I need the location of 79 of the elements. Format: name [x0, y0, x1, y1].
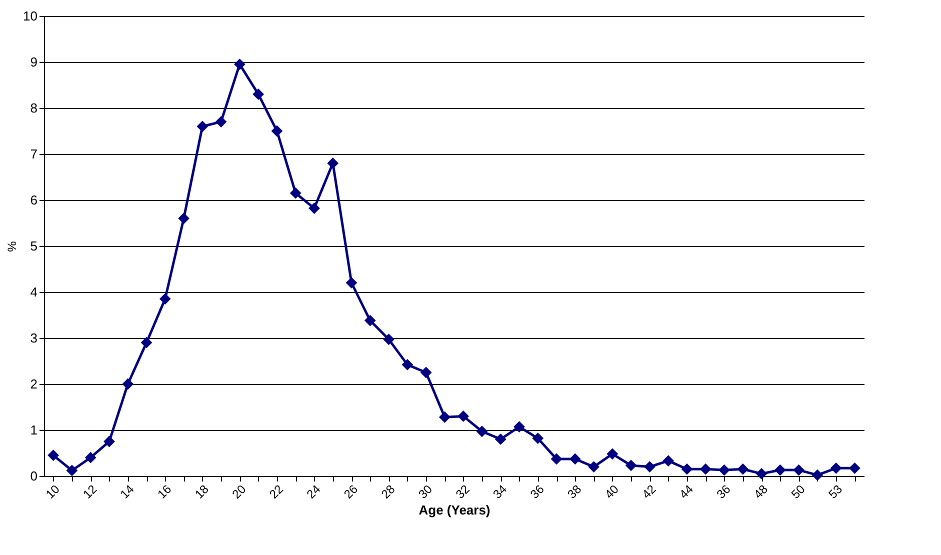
y-tick-label: 9 — [30, 54, 38, 70]
point — [402, 358, 414, 370]
point — [718, 464, 730, 476]
x-tick-label: 24 — [304, 482, 324, 502]
point — [308, 202, 320, 214]
x-tick-label: 40 — [602, 482, 622, 502]
x-axis-title: Age (Years) — [418, 502, 490, 518]
x-tick-label: 42 — [639, 482, 659, 502]
x-tick-label: 36 — [528, 482, 548, 502]
y-tick-label: 5 — [30, 238, 38, 254]
x-tick-label: 48 — [751, 482, 771, 502]
y-tick-label: 1 — [30, 422, 38, 438]
y-tick-label: 10 — [23, 8, 38, 24]
point — [458, 410, 470, 422]
point — [532, 432, 544, 444]
point — [756, 468, 768, 480]
point — [476, 426, 488, 438]
y-tick-label: 4 — [30, 284, 38, 300]
point — [364, 314, 376, 326]
point — [84, 452, 96, 464]
x-tick-label: 16 — [154, 482, 174, 502]
point — [252, 88, 264, 100]
point — [514, 421, 525, 432]
point — [122, 378, 134, 390]
point — [66, 464, 78, 476]
x-tick-label: 18 — [192, 482, 212, 502]
x-tick-label: 26 — [341, 482, 361, 502]
y-tick-label: 2 — [30, 376, 38, 392]
x-tick-label: 14 — [118, 482, 138, 502]
point — [644, 461, 656, 472]
x-tick-label: 28 — [378, 482, 398, 502]
point — [588, 461, 600, 472]
point — [737, 463, 749, 475]
point — [271, 125, 283, 137]
x-tick-label: 20 — [229, 482, 249, 502]
point — [793, 464, 804, 476]
x-tick-label: 32 — [452, 482, 473, 502]
point — [662, 455, 674, 467]
point — [140, 336, 152, 348]
point — [383, 334, 394, 346]
point — [625, 460, 637, 472]
point — [681, 463, 693, 475]
x-tick-label: 50 — [788, 482, 808, 502]
x-tick-label: 53 — [826, 482, 846, 502]
x-tick-label: 12 — [80, 482, 100, 502]
point — [420, 366, 432, 378]
point — [234, 58, 246, 70]
x-tick-label: 36 — [714, 482, 734, 502]
point — [569, 453, 581, 465]
y-tick-label: 0 — [30, 468, 38, 484]
x-tick-label: 38 — [564, 482, 584, 502]
x-tick-label: 22 — [266, 482, 286, 502]
point — [48, 450, 60, 461]
point — [327, 158, 339, 169]
point — [104, 436, 115, 448]
y-axis-title: % — [5, 240, 20, 252]
point — [606, 448, 618, 460]
point — [494, 434, 506, 445]
point — [159, 293, 171, 305]
point — [830, 462, 842, 474]
y-tick-label: 3 — [30, 330, 38, 346]
point — [290, 187, 302, 199]
point — [196, 120, 208, 132]
point — [848, 462, 860, 474]
point — [178, 212, 190, 224]
y-tick-label: 7 — [30, 146, 38, 162]
x-tick-label: 34 — [490, 482, 510, 502]
point — [774, 464, 786, 476]
point — [438, 411, 450, 423]
x-tick-label: 10 — [42, 482, 63, 502]
y-tick-label: 8 — [30, 100, 38, 116]
point — [550, 453, 562, 465]
point — [700, 463, 712, 475]
x-tick-label: 44 — [676, 482, 696, 502]
point — [346, 277, 358, 288]
point — [215, 116, 227, 128]
point — [812, 469, 824, 481]
x-tick-label: 30 — [416, 482, 436, 502]
y-tick-label: 6 — [30, 192, 38, 208]
